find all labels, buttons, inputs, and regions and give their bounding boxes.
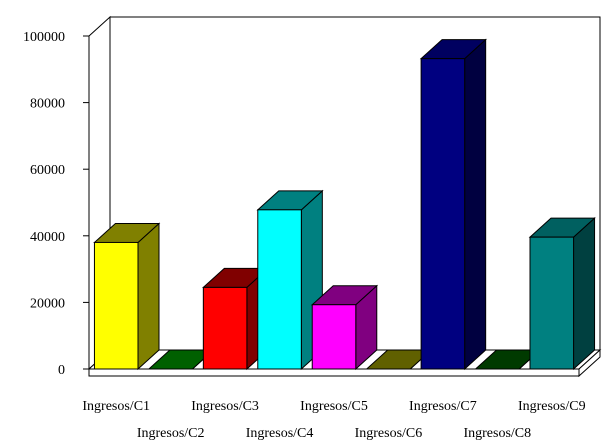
- y-tick-label: 0: [58, 363, 65, 378]
- x-tick-label: Ingresos/C7: [409, 399, 477, 414]
- x-tick-label: Ingresos/C5: [300, 399, 368, 414]
- x-tick-label: Ingresos/C3: [191, 399, 259, 414]
- bar-side: [573, 217, 596, 371]
- bar-side: [137, 222, 160, 371]
- bar-front: [257, 209, 302, 370]
- bar: [419, 38, 487, 371]
- floor-side-edge: [578, 348, 601, 378]
- y-tick-label: 60000: [30, 163, 65, 178]
- y-axis: 0 20000 40000 60000 80000 100000: [23, 30, 89, 378]
- bar-front: [420, 58, 466, 370]
- bar: [528, 217, 596, 371]
- x-tick-label: Ingresos/C6: [355, 426, 423, 441]
- x-tick-label: Ingresos/C1: [82, 399, 150, 414]
- x-tick-label: Ingresos/C8: [463, 426, 531, 441]
- bar: [256, 189, 324, 371]
- x-tick-label: Ingresos/C9: [518, 399, 586, 414]
- bar: [93, 222, 161, 371]
- y-tick-label: 40000: [30, 230, 65, 245]
- bar-front: [202, 286, 248, 370]
- x-tick-label: Ingresos/C2: [137, 426, 205, 441]
- bar: [310, 284, 379, 371]
- bars: [93, 38, 596, 371]
- y-tick-label: 80000: [30, 97, 65, 112]
- bar-front: [529, 236, 575, 370]
- x-tick-label: Ingresos/C4: [246, 426, 314, 441]
- y-tick-label: 100000: [23, 30, 65, 45]
- bar-front: [93, 241, 139, 370]
- bar-side: [464, 38, 487, 371]
- y-tick-label: 20000: [30, 296, 65, 311]
- floor-front-edge: [88, 368, 580, 377]
- x-axis: Ingresos/C1 Ingresos/C2 Ingresos/C3 Ingreso…: [82, 399, 585, 441]
- bar-front: [311, 304, 357, 370]
